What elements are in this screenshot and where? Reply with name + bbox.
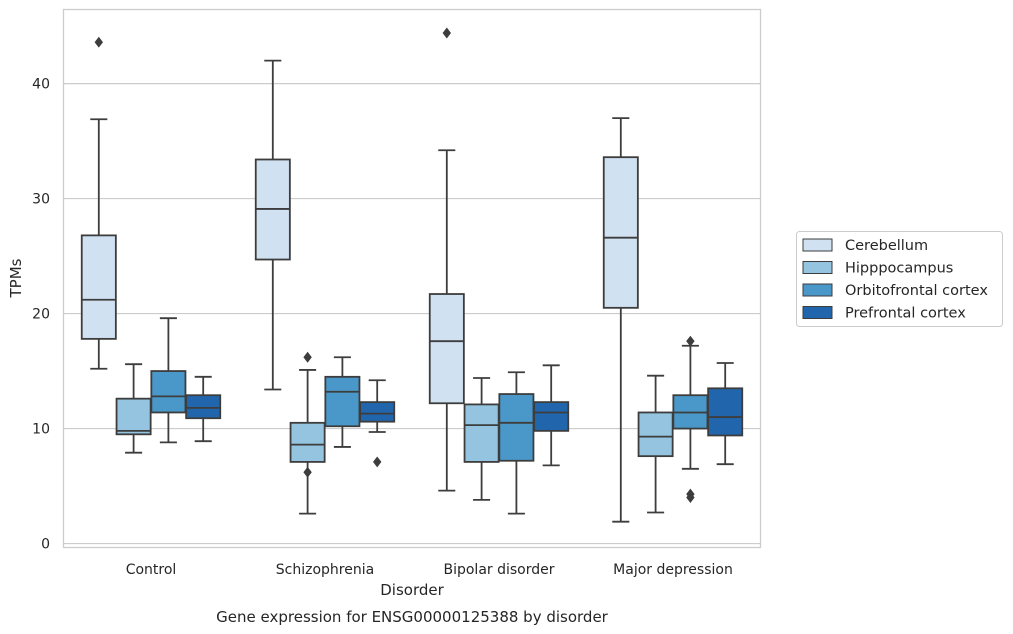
box-series (80, 27, 744, 523)
box (80, 36, 117, 370)
box-body (359, 401, 396, 423)
chart-caption: Gene expression for ENSG00000125388 by d… (216, 608, 609, 626)
box-body (602, 156, 639, 309)
outlier-point (94, 36, 103, 48)
box (602, 117, 639, 523)
box-body (463, 403, 500, 463)
box (254, 59, 291, 391)
outlier-point (686, 488, 695, 500)
box (115, 363, 152, 454)
box (324, 356, 361, 448)
y-tick-label: 20 (32, 307, 50, 323)
outlier-point (303, 466, 312, 478)
legend-item: Orbitofrontal cortex (802, 283, 988, 299)
box-body (533, 401, 570, 432)
x-tick-label: Control (126, 562, 177, 578)
y-tick-label: 30 (32, 192, 50, 208)
legend-swatch (802, 261, 833, 274)
box-body (637, 411, 674, 458)
outlier-point (442, 27, 451, 39)
box (289, 351, 326, 515)
y-tick-label: 40 (32, 77, 50, 93)
box (150, 317, 187, 444)
x-axis-ticks: Control Schizophrenia Bipolar disorder Majo… (126, 562, 733, 578)
legend-swatch (802, 306, 833, 319)
x-tick-label: Bipolar disorder (443, 562, 554, 578)
y-tick-label: 10 (32, 422, 50, 438)
plot-area-frame (62, 8, 762, 549)
box (498, 371, 535, 515)
box (428, 27, 465, 492)
legend-label: Prefrontal cortex (845, 306, 966, 322)
box-body (707, 387, 744, 437)
box (533, 364, 570, 467)
series-prefrontal-cortex (185, 362, 744, 468)
box-body (289, 421, 326, 463)
box-body (428, 293, 465, 405)
box (463, 377, 500, 501)
legend-swatch (802, 283, 833, 297)
legend-frame (796, 231, 1003, 327)
legend-label: Orbitofrontal cortex (845, 283, 988, 299)
outlier-point (303, 351, 312, 363)
box (672, 335, 709, 504)
x-tick-label: Schizophrenia (276, 562, 374, 578)
box-body (324, 375, 361, 428)
legend: Cerebellum Hipppocampus Orbitofrontal cort… (796, 231, 1003, 327)
y-axis-ticks: 0 10 20 30 40 (32, 77, 50, 553)
outlier-point (686, 335, 695, 347)
legend-swatch (802, 238, 833, 252)
box (359, 379, 396, 468)
y-axis-label: TPMs (7, 258, 25, 298)
x-tick-label: Major depression (613, 562, 733, 578)
legend-item: Prefrontal cortex (802, 306, 966, 322)
box-body (150, 370, 187, 414)
series-hipppocampus (115, 351, 674, 515)
series-orbitofrontal-cortex (150, 317, 709, 515)
legend-label: Cerebellum (845, 238, 928, 254)
series-cerebellum (80, 27, 639, 523)
box-body (80, 234, 117, 340)
box-body (498, 393, 535, 462)
box-body (115, 397, 152, 436)
box (637, 374, 674, 514)
legend-label: Hipppocampus (845, 261, 953, 277)
legend-item: Cerebellum (802, 238, 928, 254)
x-axis-label: Disorder (380, 581, 444, 599)
y-tick-label: 0 (41, 537, 50, 553)
outlier-point (373, 456, 382, 468)
box (707, 362, 744, 466)
box-body (185, 394, 222, 420)
legend-item: Hipppocampus (802, 261, 953, 277)
box (185, 375, 222, 443)
